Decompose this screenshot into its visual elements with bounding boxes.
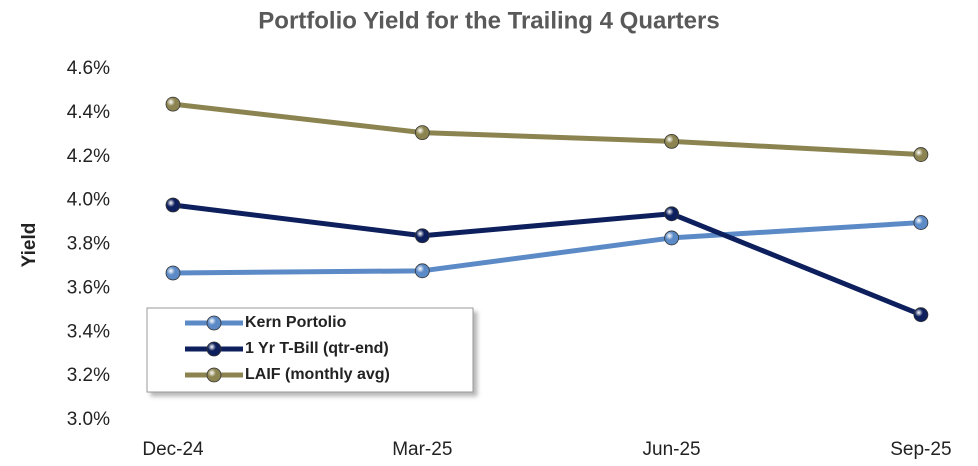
series-line [172, 101, 922, 158]
y-tick-label: 3.6% [67, 277, 110, 298]
legend-label: Kern Portolio [245, 314, 347, 331]
y-tick-label: 3.8% [67, 234, 110, 255]
data-point [913, 307, 929, 323]
y-tick-label: 4.4% [67, 102, 110, 123]
x-tick-label: Mar-25 [392, 439, 452, 460]
data-point [165, 197, 181, 213]
y-tick-label: 4.2% [67, 146, 110, 167]
data-point [414, 228, 430, 244]
x-tick-label: Jun-25 [643, 439, 701, 460]
y-axis-label: Yield [19, 223, 40, 268]
legend-marker [206, 341, 222, 357]
data-point [165, 96, 181, 112]
legend-marker [206, 367, 222, 383]
x-tick-label: Sep-25 [890, 439, 951, 460]
data-point [913, 215, 929, 230]
y-tick-label: 4.0% [67, 190, 110, 211]
legend-label: 1 Yr T-Bill (qtr-end) [245, 340, 389, 357]
data-point [913, 147, 929, 162]
y-tick-label: 3.4% [67, 321, 110, 342]
y-tick-label: 3.2% [67, 365, 110, 386]
legend-label: LAIF (monthly avg) [245, 366, 390, 383]
y-tick-label: 3.0% [67, 409, 110, 430]
data-point [664, 133, 679, 149]
x-tick-label: Dec-24 [142, 439, 204, 460]
y-tick-label: 4.6% [67, 58, 110, 79]
data-point [664, 206, 679, 222]
legend-marker [206, 315, 222, 331]
chart-title: Portfolio Yield for the Trailing 4 Quart… [258, 7, 719, 34]
data-point [664, 230, 679, 246]
data-point [414, 125, 430, 141]
data-point [414, 263, 430, 279]
series-line [172, 220, 922, 276]
data-point [165, 265, 181, 281]
series-line [172, 202, 922, 318]
